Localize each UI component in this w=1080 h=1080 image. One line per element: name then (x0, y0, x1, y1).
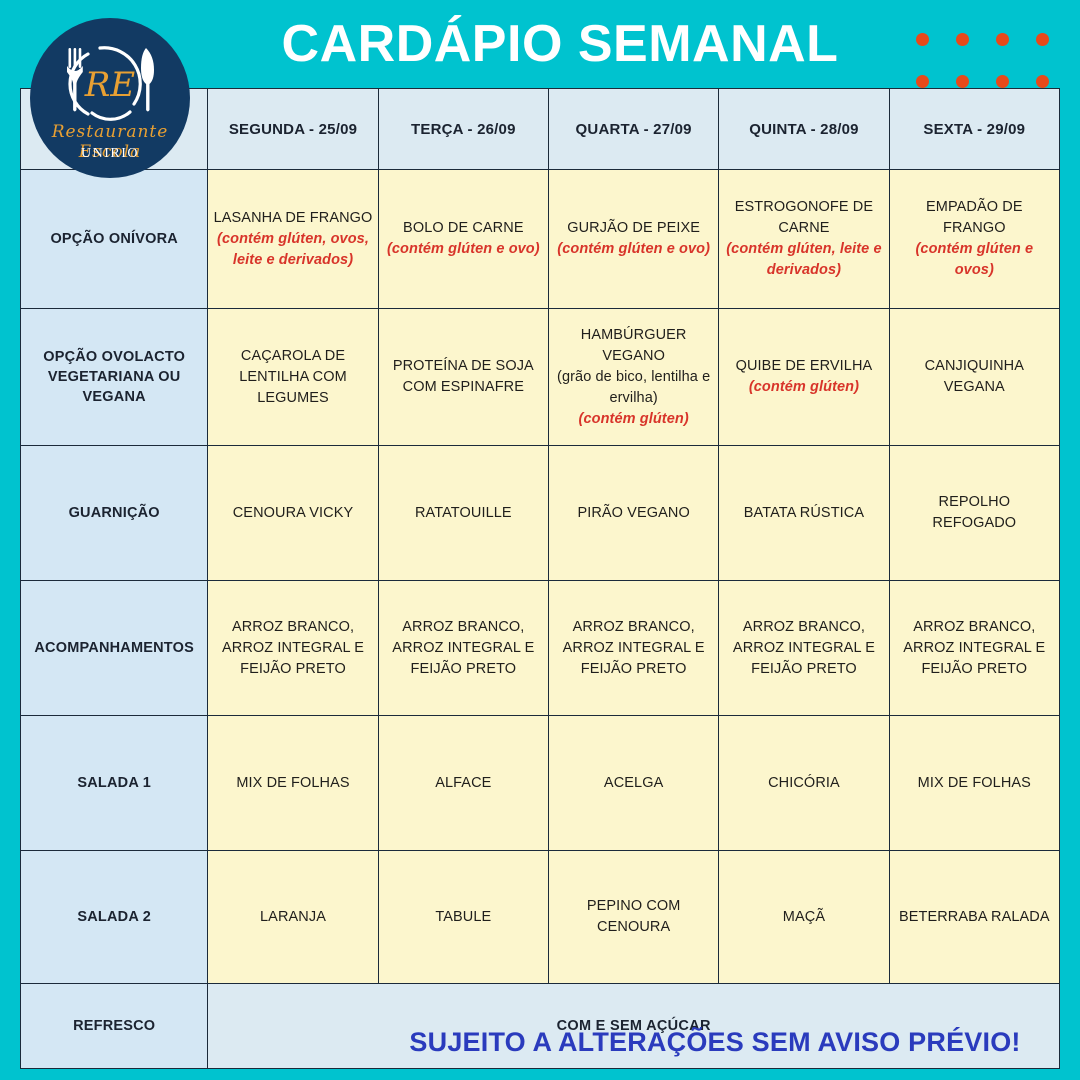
table-row: OPÇÃO ONÍVORA LASANHA DE FRANGO (contém … (19, 169, 1061, 309)
knife-icon (141, 48, 154, 112)
allergen-note: (contém glúten) (748, 379, 860, 395)
menu-cell: ALFACE (377, 715, 549, 851)
menu-cell: BOLO DE CARNE (contém glúten e ovo) (377, 169, 549, 309)
menu-cell: CHICÓRIA (718, 715, 890, 851)
menu-cell: CANJIQUINHA VEGANA (888, 308, 1061, 446)
dish-name: EMPADÃO DE FRANGO (926, 199, 1023, 236)
allergen-note: (contém glúten) (578, 410, 689, 427)
menu-cell: ARROZ BRANCO, ARROZ INTEGRAL E FEIJÃO PR… (377, 580, 549, 716)
allergen-note: (contém glúten e ovo) (557, 241, 711, 257)
menu-cell: BETERRABA RALADA (888, 850, 1061, 984)
menu-cell: BATATA RÚSTICA (718, 445, 890, 581)
dot (995, 74, 1009, 88)
day-header-quarta: QUARTA - 27/09 (547, 88, 720, 170)
row-label-guarnicao: GUARNIÇÃO (19, 445, 209, 581)
row-label-refresco: REFRESCO (19, 983, 209, 1069)
menu-cell: CENOURA VICKY (207, 445, 379, 581)
row-label-acompanhamentos: ACOMPANHAMENTOS (19, 580, 209, 716)
menu-cell: ACELGA (547, 715, 720, 851)
dish-name: CAÇAROLA DE LENTILHA COM LEGUMES (239, 347, 347, 406)
menu-cell: MAÇÃ (718, 850, 890, 984)
dish-name: HAMBÚRGUER VEGANO (580, 326, 687, 364)
menu-cell: ESTROGONOFE DE CARNE (contém glúten, lei… (718, 169, 890, 309)
day-header-quinta: QUINTA - 28/09 (718, 88, 890, 170)
menu-cell: PEPINO COM CENOURA (547, 850, 720, 984)
menu-cell: MIX DE FOLHAS (888, 715, 1061, 851)
table-row: GUARNIÇÃO CENOURA VICKY RATATOUILLE PIRÃ… (19, 445, 1061, 581)
logo-badge: RE Restaurante Escola UNIRIO (30, 18, 190, 178)
menu-cell: LARANJA (207, 850, 379, 984)
menu-cell: PROTEÍNA DE SOJA COM ESPINAFRE (377, 308, 549, 446)
row-label-salada-2: SALADA 2 (19, 850, 209, 984)
dish-name: LASANHA DE FRANGO (213, 209, 373, 226)
menu-cell: MIX DE FOLHAS (207, 715, 379, 851)
menu-cell: ARROZ BRANCO, ARROZ INTEGRAL E FEIJÃO PR… (207, 580, 379, 716)
menu-cell: HAMBÚRGUER VEGANO (grão de bico, lentilh… (547, 308, 720, 446)
menu-cell: EMPADÃO DE FRANGO (contém glúten e ovos) (888, 169, 1061, 309)
fork-icon (67, 48, 83, 112)
dish-name: BOLO DE CARNE (403, 220, 524, 236)
menu-cell: QUIBE DE ERVILHA (contém glúten) (718, 308, 890, 446)
dish-name: GURJÃO DE PEIXE (567, 220, 701, 236)
decorative-dots-top-right (902, 18, 1062, 102)
row-label-vegetariana: OPÇÃO OVOLACTO VEGETARIANA OU VEGANA (19, 308, 209, 446)
dish-subnote: (grão de bico, lentilha e ervilha) (557, 368, 711, 406)
dot (915, 74, 929, 88)
menu-cell: PIRÃO VEGANO (547, 445, 720, 581)
menu-cell: GURJÃO DE PEIXE (contém glúten e ovo) (547, 169, 720, 309)
row-label-onivora: OPÇÃO ONÍVORA (19, 169, 209, 309)
row-label-salada-1: SALADA 1 (19, 715, 209, 851)
logo-institution: UNIRIO (81, 146, 139, 161)
dot (955, 32, 969, 46)
menu-cell: ARROZ BRANCO, ARROZ INTEGRAL E FEIJÃO PR… (547, 580, 720, 716)
footer-disclaimer: SUJEITO A ALTERAÇÕES SEM AVISO PRÉVIO! (409, 1027, 1021, 1057)
menu-cell: ARROZ BRANCO, ARROZ INTEGRAL E FEIJÃO PR… (718, 580, 890, 716)
allergen-note: (contém glúten e ovos) (915, 241, 1034, 278)
dot (1035, 32, 1049, 46)
menu-cell: RATATOUILLE (377, 445, 549, 581)
day-header-segunda: SEGUNDA - 25/09 (207, 88, 379, 170)
dish-name: ESTROGONOFE DE CARNE (734, 199, 874, 236)
table-row: REFRESCO COM E SEM AÇÚCAR (19, 983, 1060, 1069)
menu-cell: LASANHA DE FRANGO (contém glúten, ovos, … (207, 169, 379, 309)
dot (1035, 74, 1049, 88)
allergen-note: (contém glúten, leite e derivados) (726, 241, 882, 278)
table-row: ACOMPANHAMENTOS ARROZ BRANCO, ARROZ INTE… (19, 580, 1061, 716)
allergen-note: (contém glúten, ovos, leite e derivados) (217, 230, 369, 268)
table-row: OPÇÃO OVOLACTO VEGETARIANA OU VEGANA CAÇ… (19, 308, 1061, 446)
page-title: CARDÁPIO SEMANAL (281, 15, 839, 73)
allergen-note: (contém glúten e ovo) (386, 241, 540, 257)
refresco-value: COM E SEM AÇÚCAR (207, 983, 1060, 1069)
dish-name: PROTEÍNA DE SOJA COM ESPINAFRE (392, 358, 534, 395)
table-row: SALADA 2 LARANJA TABULE PEPINO COM CENOU… (19, 850, 1061, 984)
dish-name: CANJIQUINHA VEGANA (924, 358, 1024, 395)
dot (955, 74, 969, 88)
dot (995, 32, 1009, 46)
table-row: SALADA 1 MIX DE FOLHAS ALFACE ACELGA CHI… (19, 715, 1061, 851)
day-header-terca: TERÇA - 26/09 (377, 88, 549, 170)
day-header-sexta: SEXTA - 29/09 (888, 88, 1061, 170)
table-header-row: SEGUNDA - 25/09 TERÇA - 26/09 QUARTA - 2… (19, 88, 1061, 170)
menu-cell: ARROZ BRANCO, ARROZ INTEGRAL E FEIJÃO PR… (888, 580, 1061, 716)
menu-cell: REPOLHO REFOGADO (888, 445, 1061, 581)
logo-wordmark: Restaurante Escola (51, 122, 169, 162)
menu-cell: CAÇAROLA DE LENTILHA COM LEGUMES (207, 308, 379, 446)
page-header: CARDÁPIO SEMANAL (0, 0, 1080, 88)
menu-cell: TABULE (377, 850, 549, 984)
logo-monogram: RE (84, 65, 136, 105)
dot (915, 32, 929, 46)
dish-name: QUIBE DE ERVILHA (735, 358, 873, 374)
logo-graphic: RE (67, 46, 154, 121)
weekly-menu-table: SEGUNDA - 25/09 TERÇA - 26/09 QUARTA - 2… (19, 88, 1061, 1069)
